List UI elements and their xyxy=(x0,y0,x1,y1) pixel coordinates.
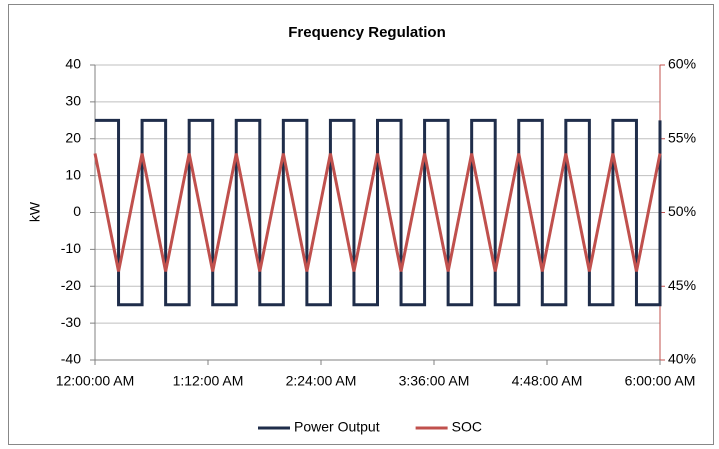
y-tick-label: -20 xyxy=(61,277,81,293)
x-tick-label: 6:00:00 AM xyxy=(625,373,696,389)
y-tick-label: -40 xyxy=(61,351,81,367)
series-line xyxy=(93,153,662,272)
y-tick-label: 0 xyxy=(73,203,81,219)
x-tick-label: 3:36:00 AM xyxy=(399,373,470,389)
y2-tick-label: 50% xyxy=(668,203,696,219)
y-tick-label: 20 xyxy=(65,129,81,145)
chart-title: Frequency Regulation xyxy=(288,24,446,41)
y2-tick-label: 55% xyxy=(668,129,696,145)
x-tick-label: 4:48:00 AM xyxy=(512,373,583,389)
y-tick-label: 10 xyxy=(65,166,81,182)
legend-label: SOC xyxy=(452,419,482,435)
y2-tick-label: 45% xyxy=(668,277,696,293)
x-tick-label: 12:00:00 AM xyxy=(56,373,135,389)
chart-frame xyxy=(8,4,714,445)
x-tick-label: 2:24:00 AM xyxy=(286,373,357,389)
y2-tick-label: 40% xyxy=(668,351,696,367)
y-tick-label: 40 xyxy=(65,56,81,72)
x-tick-label: 1:12:00 AM xyxy=(173,373,244,389)
series-line xyxy=(95,118,662,307)
y-tick-label: -30 xyxy=(61,314,81,330)
legend-label: Power Output xyxy=(294,419,380,435)
y-tick-label: 30 xyxy=(65,93,81,109)
y2-tick-label: 60% xyxy=(668,56,696,72)
y-tick-label: -10 xyxy=(61,240,81,256)
y-axis-label: kW xyxy=(27,201,43,222)
